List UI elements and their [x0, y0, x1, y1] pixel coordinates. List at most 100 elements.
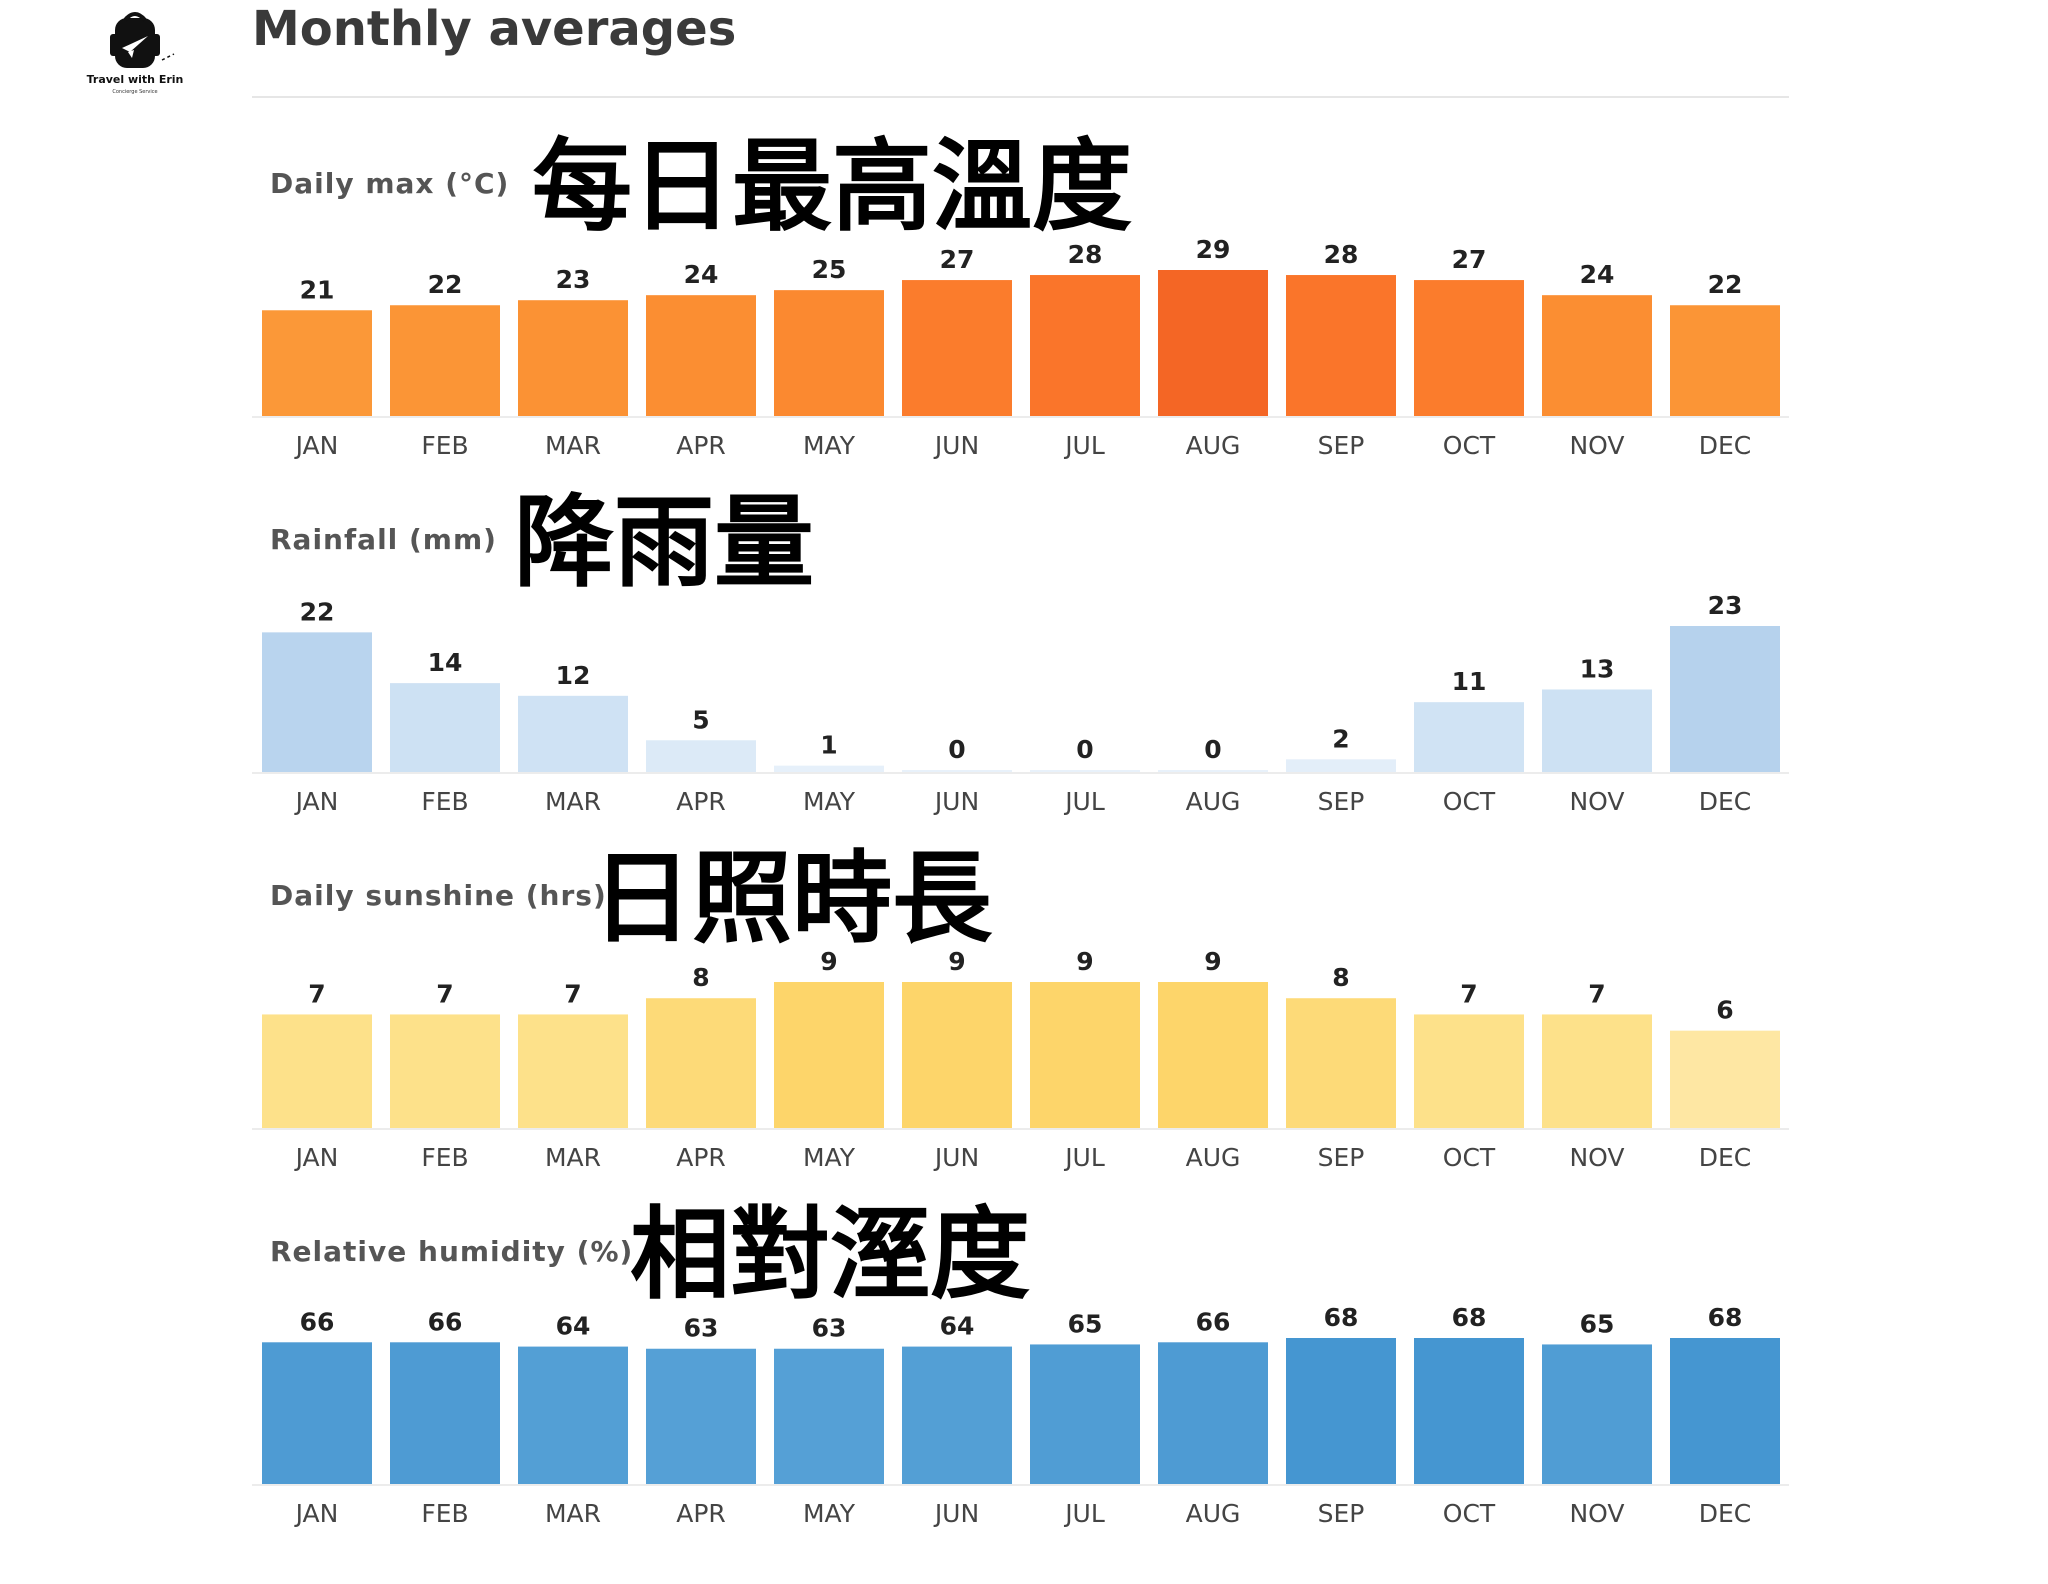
sunshine-tick-label-apr: APR [676, 1143, 726, 1172]
daily-max-tick-label-mar: MAR [545, 431, 601, 460]
humidity-chart-svg: 66 JAN 66 FEB 64 MAR 63 APR 63 MAY 64 JUN 65 JUL 66 AUG… [252, 1303, 1789, 1528]
daily-max-bar-nov [1542, 295, 1652, 416]
sunshine-tick-label-aug: AUG [1186, 1143, 1241, 1172]
humidity-tick-label-may: MAY [803, 1499, 856, 1528]
sunshine-value-label-jun: 9 [948, 947, 965, 976]
sunshine-bar-sep [1286, 998, 1396, 1128]
rainfall-tick-label-dec: DEC [1699, 787, 1752, 816]
sunshine-chart-caption: 日照時長 [592, 840, 992, 957]
humidity-chart-caption: 相對溼度 [630, 1196, 1030, 1313]
humidity-value-label-dec: 68 [1708, 1303, 1743, 1332]
daily-max-value-label-aug: 29 [1196, 235, 1231, 264]
daily-max-bar-jan [262, 310, 372, 416]
humidity-tick-label-jul: JUL [1063, 1499, 1105, 1528]
rainfall-value-label-dec: 23 [1708, 591, 1743, 620]
rainfall-bar-jul [1030, 770, 1140, 772]
humidity-tick-label-apr: APR [676, 1499, 726, 1528]
daily-max-value-label-feb: 22 [428, 270, 463, 299]
daily-max-bar-may [774, 290, 884, 416]
humidity-value-label-jun: 64 [940, 1312, 975, 1341]
sunshine-bar-nov [1542, 1014, 1652, 1128]
backpack-airplane-icon [110, 12, 175, 68]
rainfall-chart-caption: 降雨量 [514, 484, 814, 601]
rainfall-value-label-oct: 11 [1452, 667, 1487, 696]
rainfall-bar-feb [390, 683, 500, 772]
sunshine-tick-label-may: MAY [803, 1143, 856, 1172]
sunshine-value-label-sep: 8 [1332, 963, 1349, 992]
rainfall-value-label-feb: 14 [428, 648, 463, 677]
daily-max-tick-label-sep: SEP [1318, 431, 1365, 460]
sunshine-value-label-nov: 7 [1588, 979, 1605, 1008]
humidity-tick-label-dec: DEC [1699, 1499, 1752, 1528]
logo: Travel with Erin Concierge Service [70, 8, 200, 100]
daily-max-tick-label-may: MAY [803, 431, 856, 460]
humidity-value-label-jul: 65 [1068, 1309, 1103, 1338]
daily-max-value-label-nov: 24 [1580, 260, 1615, 289]
daily-max-chart: 21 JAN 22 FEB 23 MAR 24 APR 25 MAY 27 JUN 28 JUL 29 AUG… [0, 132, 2048, 516]
rainfall-value-label-sep: 2 [1332, 724, 1349, 753]
daily-max-value-label-jul: 28 [1068, 240, 1103, 269]
daily-max-tick-label-oct: OCT [1443, 431, 1496, 460]
humidity-bar-jul [1030, 1344, 1140, 1484]
sunshine-bar-apr [646, 998, 756, 1128]
rainfall-bar-mar [518, 695, 628, 772]
humidity-chart-title: Relative humidity (%) [270, 1235, 634, 1268]
humidity-bar-dec [1670, 1338, 1780, 1484]
daily-max-tick-label-jan: JAN [294, 431, 339, 460]
sunshine-bar-jan [262, 1014, 372, 1128]
sunshine-chart-svg: 7 JAN 7 FEB 7 MAR 8 APR 9 MAY 9 JUN 9 JUL 9 AUG 8 SEP 7 OCT… [252, 947, 1789, 1172]
humidity-bar-oct [1414, 1338, 1524, 1484]
sunshine-tick-label-nov: NOV [1569, 1143, 1624, 1172]
sunshine-tick-label-feb: FEB [421, 1143, 468, 1172]
humidity-tick-label-sep: SEP [1318, 1499, 1365, 1528]
rainfall-value-label-aug: 0 [1204, 735, 1221, 764]
rainfall-bar-dec [1670, 626, 1780, 772]
daily-max-value-label-jun: 27 [940, 245, 975, 274]
rainfall-tick-label-apr: APR [676, 787, 726, 816]
humidity-tick-label-jan: JAN [294, 1499, 339, 1528]
daily-max-tick-label-jul: JUL [1063, 431, 1105, 460]
rainfall-bar-aug [1158, 770, 1268, 772]
daily-max-tick-label-aug: AUG [1186, 431, 1241, 460]
sunshine-tick-label-dec: DEC [1699, 1143, 1752, 1172]
humidity-value-label-mar: 64 [556, 1312, 591, 1341]
rainfall-value-label-jul: 0 [1076, 735, 1093, 764]
rainfall-bar-jan [262, 632, 372, 772]
sunshine-tick-label-jul: JUL [1063, 1143, 1105, 1172]
daily-max-chart-caption: 每日最高溫度 [532, 128, 1132, 245]
daily-max-value-label-jan: 21 [300, 275, 335, 304]
rainfall-tick-label-feb: FEB [421, 787, 468, 816]
daily-max-value-label-dec: 22 [1708, 270, 1743, 299]
sunshine-value-label-jan: 7 [308, 979, 325, 1008]
rainfall-value-label-jun: 0 [948, 735, 965, 764]
sunshine-value-label-feb: 7 [436, 979, 453, 1008]
humidity-tick-label-aug: AUG [1186, 1499, 1241, 1528]
humidity-bar-jan [262, 1342, 372, 1484]
sunshine-bar-dec [1670, 1030, 1780, 1128]
rainfall-tick-label-jul: JUL [1063, 787, 1105, 816]
daily-max-value-label-may: 25 [812, 255, 847, 284]
humidity-bar-aug [1158, 1342, 1268, 1484]
sunshine-bar-oct [1414, 1014, 1524, 1128]
sunshine-chart: 7 JAN 7 FEB 7 MAR 8 APR 9 MAY 9 JUN 9 JUL 9 AUG 8 SEP 7 OCT… [0, 844, 2048, 1228]
rainfall-chart: 22 JAN 14 FEB 12 MAR 5 APR 1 MAY 0 JUN 0 JUL 0 AUG 2 SEP 1… [0, 488, 2048, 872]
sunshine-value-label-aug: 9 [1204, 947, 1221, 976]
sunshine-bar-may [774, 982, 884, 1128]
sunshine-value-label-mar: 7 [564, 979, 581, 1008]
page-title: Monthly averages [252, 1, 737, 57]
daily-max-bar-jul [1030, 275, 1140, 416]
sunshine-bar-mar [518, 1014, 628, 1128]
daily-max-chart-svg: 21 JAN 22 FEB 23 MAR 24 APR 25 MAY 27 JUN 28 JUL 29 AUG… [252, 235, 1789, 460]
daily-max-value-label-apr: 24 [684, 260, 719, 289]
rainfall-baseline [252, 772, 1789, 774]
humidity-bar-apr [646, 1348, 756, 1484]
sunshine-value-label-apr: 8 [692, 963, 709, 992]
sunshine-value-label-jul: 9 [1076, 947, 1093, 976]
daily-max-value-label-oct: 27 [1452, 245, 1487, 274]
daily-max-bar-feb [390, 305, 500, 416]
humidity-chart: 66 JAN 66 FEB 64 MAR 63 APR 63 MAY 64 JUN 65 JUL 66 AUG… [0, 1200, 2048, 1584]
logo-subtitle: Concierge Service [112, 89, 158, 95]
rainfall-value-label-mar: 12 [556, 661, 591, 690]
rainfall-bar-apr [646, 740, 756, 772]
daily-max-value-label-sep: 28 [1324, 240, 1359, 269]
